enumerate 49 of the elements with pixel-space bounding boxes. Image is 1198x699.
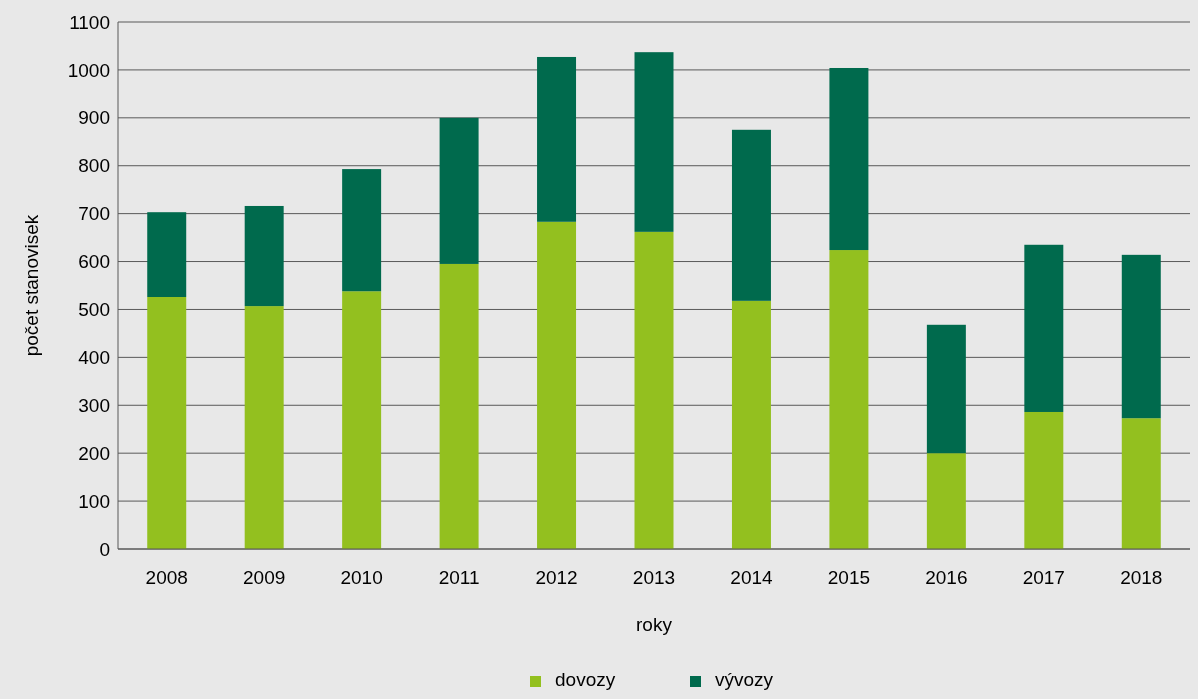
x-axis-title: roky: [636, 614, 673, 635]
x-tick-label: 2018: [1120, 567, 1163, 588]
y-tick-label: 100: [78, 490, 110, 512]
x-tick-label: 2011: [438, 567, 480, 588]
x-tick-label: 2013: [632, 567, 676, 588]
y-tick-label: 1000: [67, 59, 110, 81]
bar: [244, 306, 284, 549]
x-tick-label: 2010: [340, 567, 383, 588]
y-tick-label: 600: [78, 251, 110, 273]
bar: [829, 67, 869, 251]
bar: [439, 117, 479, 264]
x-tick-label: 2009: [243, 567, 286, 588]
x-tick-label: 2012: [535, 567, 578, 588]
bar: [926, 453, 966, 549]
bar: [537, 221, 577, 549]
bar: [634, 231, 674, 549]
legend-label: vývozy: [715, 669, 774, 690]
y-tick-label: 700: [78, 203, 110, 225]
y-tick-label: 1100: [69, 11, 110, 33]
bar: [537, 56, 577, 222]
bar: [1024, 411, 1064, 549]
y-tick-label: 500: [78, 299, 110, 321]
bar: [147, 297, 187, 549]
bar: [439, 263, 479, 549]
bar: [342, 291, 382, 549]
y-tick-label: 800: [78, 155, 110, 177]
bar: [634, 52, 674, 232]
y-axis-title: počet stanovisek: [21, 214, 42, 357]
bar: [1024, 244, 1064, 412]
bar: [342, 169, 382, 292]
bar: [244, 205, 284, 307]
legend-label: dovozy: [555, 669, 616, 690]
y-tick-label: 200: [78, 442, 110, 464]
x-tick-label: 2008: [145, 567, 188, 588]
bar: [731, 129, 771, 301]
bar: [1121, 418, 1161, 549]
x-tick-label: 2016: [925, 567, 968, 588]
y-tick-label: 900: [78, 107, 110, 129]
bar: [1121, 254, 1161, 419]
bar: [926, 324, 966, 454]
y-tick-label: 400: [78, 347, 110, 369]
y-tick-label: 300: [78, 394, 110, 416]
x-tick-label: 2014: [730, 567, 774, 588]
y-tick-label: 0: [99, 538, 110, 560]
x-tick-label: 2017: [1022, 567, 1065, 588]
bar: [731, 300, 771, 549]
bar: [147, 212, 187, 297]
bar: [829, 250, 869, 549]
x-tick-label: 2015: [827, 567, 871, 588]
